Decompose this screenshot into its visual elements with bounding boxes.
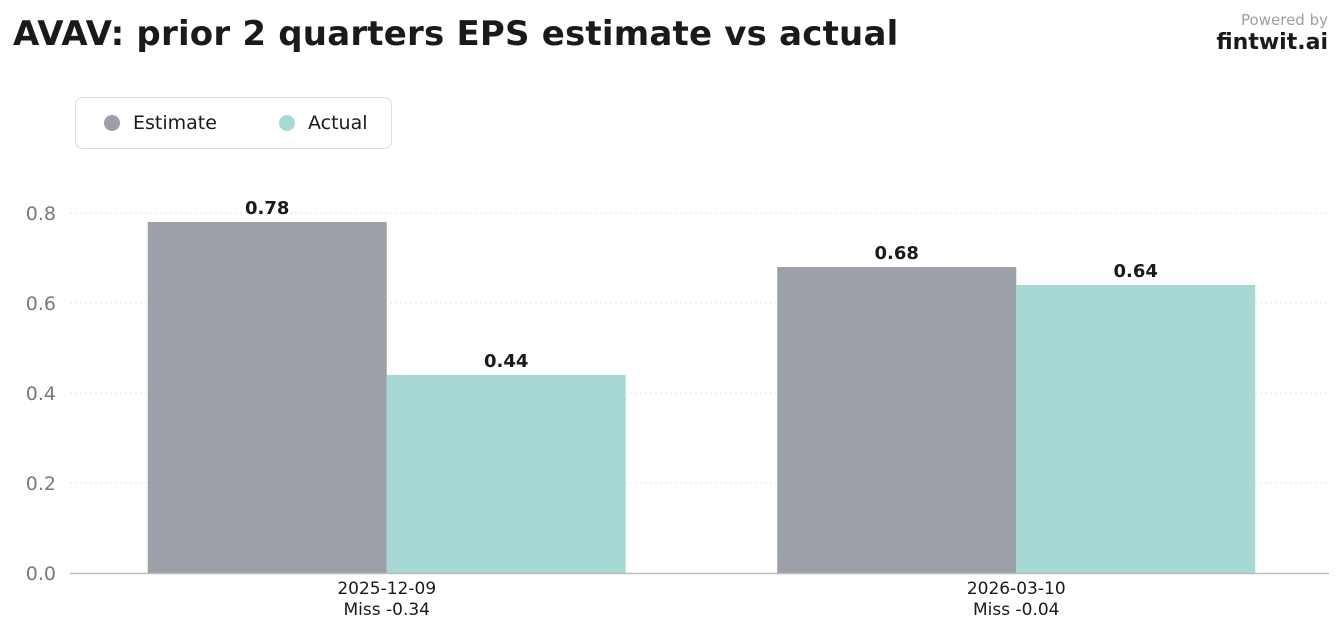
legend-swatch-actual — [279, 115, 295, 131]
bar-actual-0 — [386, 375, 626, 573]
chart-legend: Estimate Actual — [75, 97, 392, 149]
x-tick-label: 2026-03-10 — [967, 579, 1066, 599]
data-label: 0.44 — [484, 351, 528, 372]
data-label: 0.78 — [245, 198, 289, 219]
bar-actual-1 — [1016, 285, 1256, 573]
bar-estimate-0 — [147, 222, 387, 573]
legend-swatch-estimate — [104, 115, 120, 131]
powered-by-label: Powered by — [1241, 11, 1328, 29]
y-tick-label: 0.8 — [26, 203, 56, 225]
data-label: 0.64 — [1114, 261, 1158, 282]
x-tick-label: 2025-12-09 — [337, 579, 436, 599]
legend-label-estimate: Estimate — [133, 112, 217, 134]
y-tick-label: 0.6 — [26, 293, 56, 315]
y-tick-label: 0.2 — [26, 473, 56, 495]
x-tick-sublabel: Miss -0.34 — [344, 600, 431, 620]
brand-name: fintwit.ai — [1216, 30, 1328, 55]
chart-title: AVAV: prior 2 quarters EPS estimate vs a… — [13, 14, 899, 54]
y-tick-label: 0.0 — [26, 563, 56, 585]
bar-estimate-1 — [777, 267, 1017, 573]
data-label: 0.68 — [875, 243, 919, 264]
legend-item-actual: Actual — [279, 98, 368, 148]
brand-block: Powered by fintwit.ai — [1216, 11, 1328, 55]
legend-label-actual: Actual — [308, 112, 368, 134]
x-tick-sublabel: Miss -0.04 — [973, 600, 1060, 620]
y-tick-label: 0.4 — [26, 383, 56, 405]
legend-item-estimate: Estimate — [104, 98, 217, 148]
